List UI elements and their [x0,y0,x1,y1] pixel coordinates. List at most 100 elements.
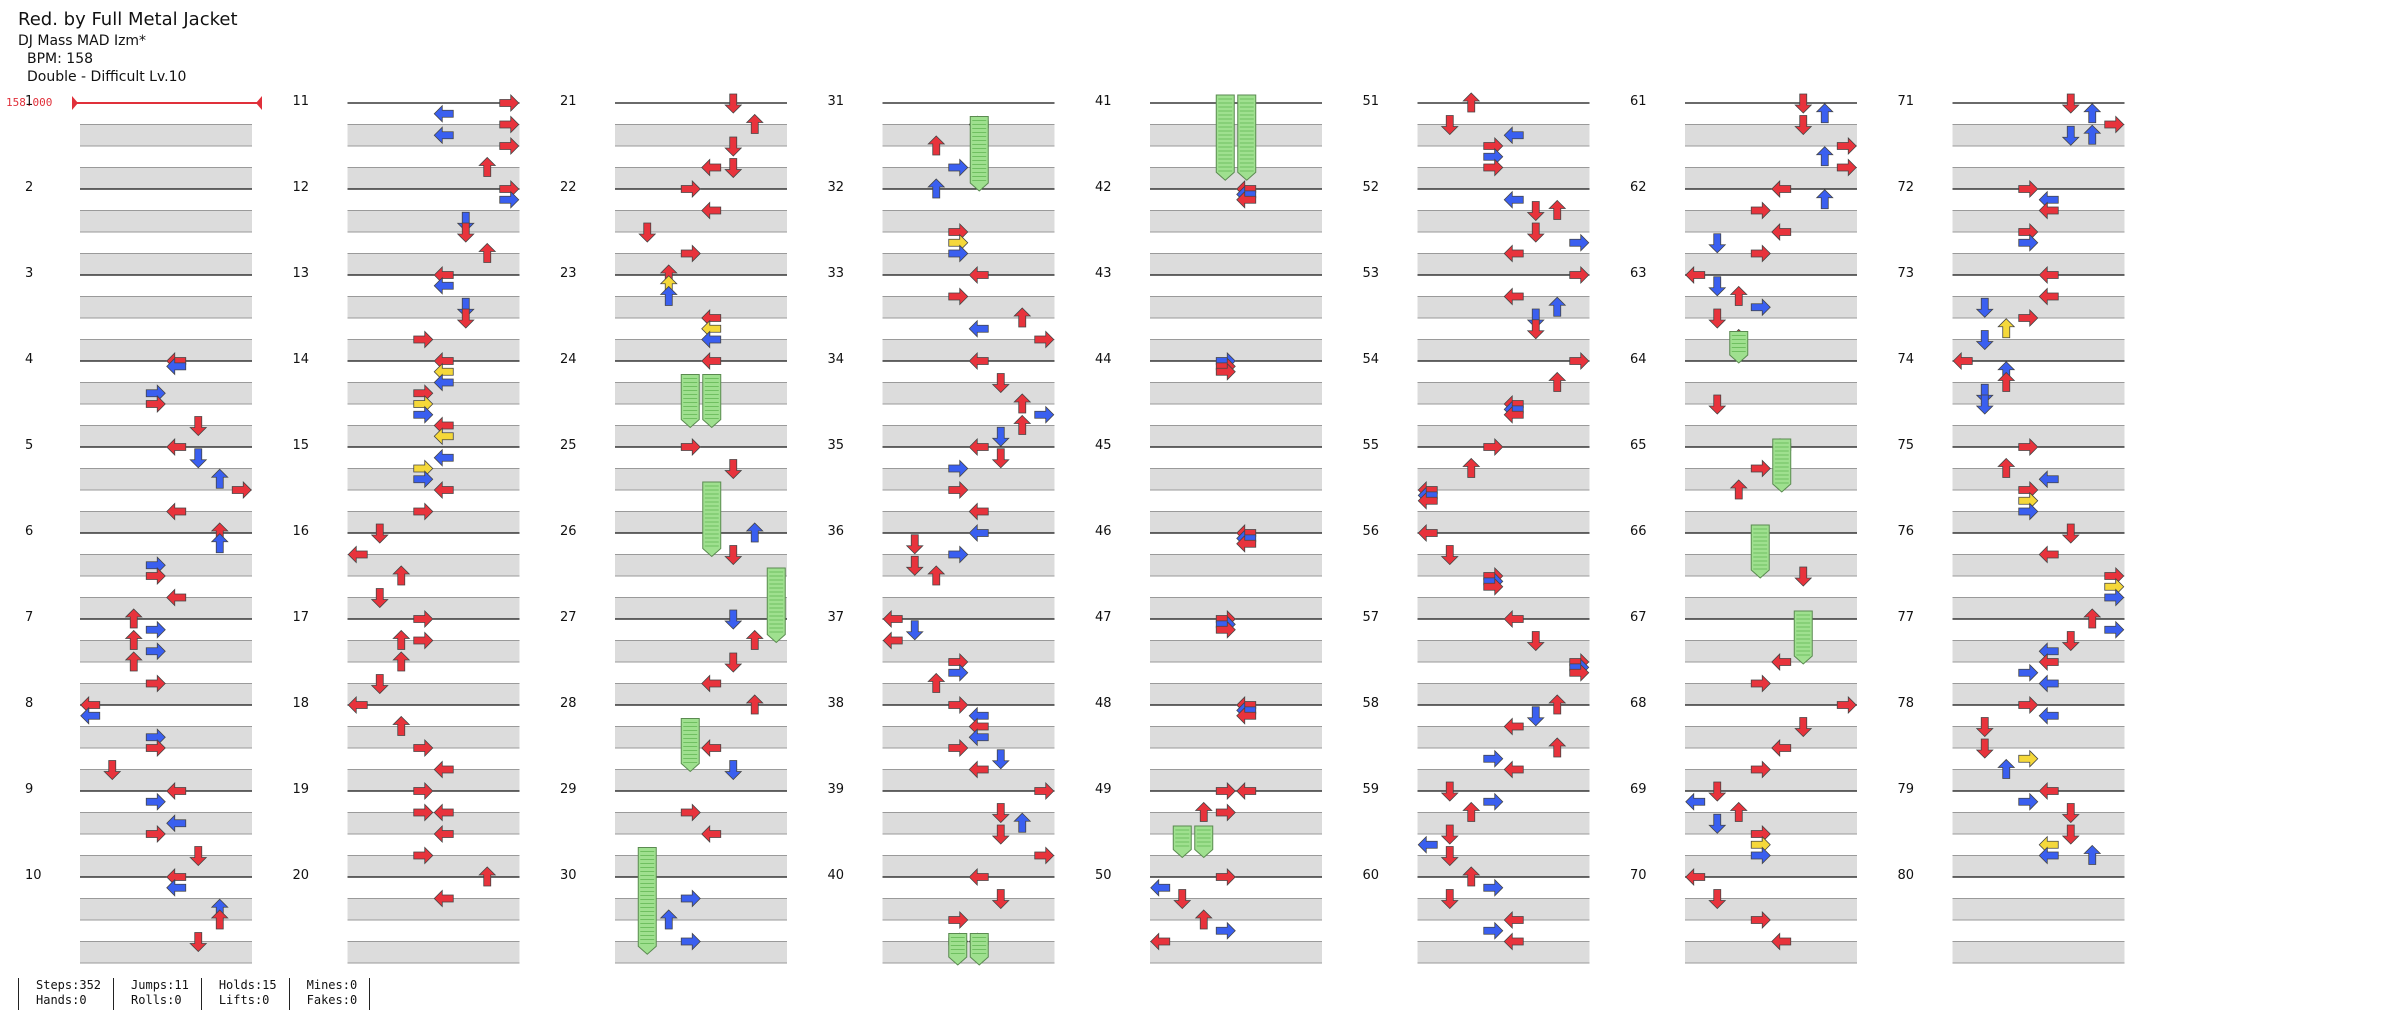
step-arrow-icon [1771,223,1792,241]
step-arrow-icon [1215,921,1236,940]
beat-band [1150,597,1322,619]
step-arrow-icon [456,308,475,329]
step-arrow-icon [1771,180,1792,198]
beat-band [1417,683,1590,705]
beat-band [882,769,1055,791]
measure-number: 61 [1630,94,1647,109]
step-arrow-icon [2018,749,2039,768]
beat-band [347,726,520,748]
measure-number: 29 [560,782,577,797]
beat-band [1685,124,1857,146]
beat-band [615,296,787,318]
beat-band [1150,382,1322,404]
step-arrow-icon [882,610,903,628]
step-arrow-icon [680,438,701,456]
step-arrow-icon [1150,932,1171,951]
step-arrow-icon [456,211,475,232]
step-arrow-icon [370,588,389,609]
measure-number: 70 [1630,868,1647,883]
step-arrow-icon [1569,352,1590,370]
step-arrow-icon [724,652,743,673]
step-arrow-icon [1750,674,1771,693]
step-arrow-icon [948,481,969,499]
step-arrow-icon [1483,577,1504,596]
step-arrow-icon [1526,222,1545,243]
step-arrow-icon [2083,844,2102,865]
step-arrow-icon [948,545,969,564]
beat-band [882,898,1055,920]
step-arrow-icon [1215,868,1236,886]
step-arrow-icon [145,792,166,811]
beat-band [1150,855,1322,877]
step-arrow-icon [433,373,454,392]
beat-band [1952,941,2125,963]
step-arrow-icon [1150,878,1171,897]
measure-number: 38 [828,696,845,711]
step-arrow-icon [1997,371,2016,392]
beat-band [615,425,787,447]
measure-number: 7 [25,610,33,625]
step-arrow-icon [413,782,434,800]
step-arrow-icon [145,825,166,843]
beat-band [80,941,252,963]
step-arrow-icon [701,319,722,338]
measure-number: 40 [828,868,845,883]
hold-note [1793,610,1813,665]
stats-group-1: Steps:352 Hands:0 [18,978,113,1010]
step-arrow-icon [1503,405,1524,424]
step-arrow-icon [1483,158,1504,177]
beat-band [1952,253,2125,275]
step-arrow-icon [2061,523,2080,544]
beat-band [1685,296,1857,318]
beat-band [347,382,520,404]
measure-number: 51 [1363,94,1380,109]
beat-band [615,253,787,275]
measure-number: 41 [1095,94,1112,109]
step-arrow-icon [1975,738,1994,759]
step-arrow-icon [2061,93,2080,114]
step-arrow-icon [724,93,743,114]
beat-band [1952,597,2125,619]
beat-band [882,941,1055,963]
beat-band [882,468,1055,490]
step-arrow-icon [433,276,454,295]
step-arrow-icon [1548,737,1567,758]
step-arrow-icon [948,459,969,478]
beat-band [1952,296,2125,318]
step-arrow-icon [1750,846,1771,865]
step-arrow-icon [145,674,166,693]
step-arrow-icon [701,158,722,177]
beat-band [347,554,520,576]
beat-band [1685,382,1857,404]
step-arrow-icon [991,749,1010,770]
step-arrow-icon [210,909,229,930]
measure-number: 76 [1898,524,1915,539]
measure-column: 51 52 53 54 55 56 57 58 59 60 [1363,94,1590,964]
step-arrow-icon [166,357,187,376]
step-arrow-icon [1503,610,1524,628]
step-arrow-icon [370,674,389,695]
beat-band [80,339,252,361]
step-arrow-icon [1750,244,1771,263]
beat-band [1150,339,1322,361]
step-arrow-icon [1548,371,1567,392]
beat-band [1685,683,1857,705]
step-arrow-icon [103,760,122,781]
measure-number: 47 [1095,610,1112,625]
step-arrow-icon [745,629,764,650]
step-arrow-icon [2018,696,2039,714]
step-arrow-icon [968,502,989,521]
step-arrow-icon [991,889,1010,910]
step-arrow-icon [478,156,497,177]
step-arrow-icon [2038,190,2059,209]
beat-band [882,855,1055,877]
beat-band [1417,253,1590,275]
beat-band [1685,597,1857,619]
bpm-info: BPM: 158 [27,51,94,67]
measure-number: 34 [828,352,845,367]
step-arrow-icon [948,244,969,263]
measure-number: 56 [1363,524,1380,539]
step-arrow-icon [745,694,764,715]
step-arrow-icon [1034,330,1055,349]
step-arrow-icon [2018,180,2039,198]
